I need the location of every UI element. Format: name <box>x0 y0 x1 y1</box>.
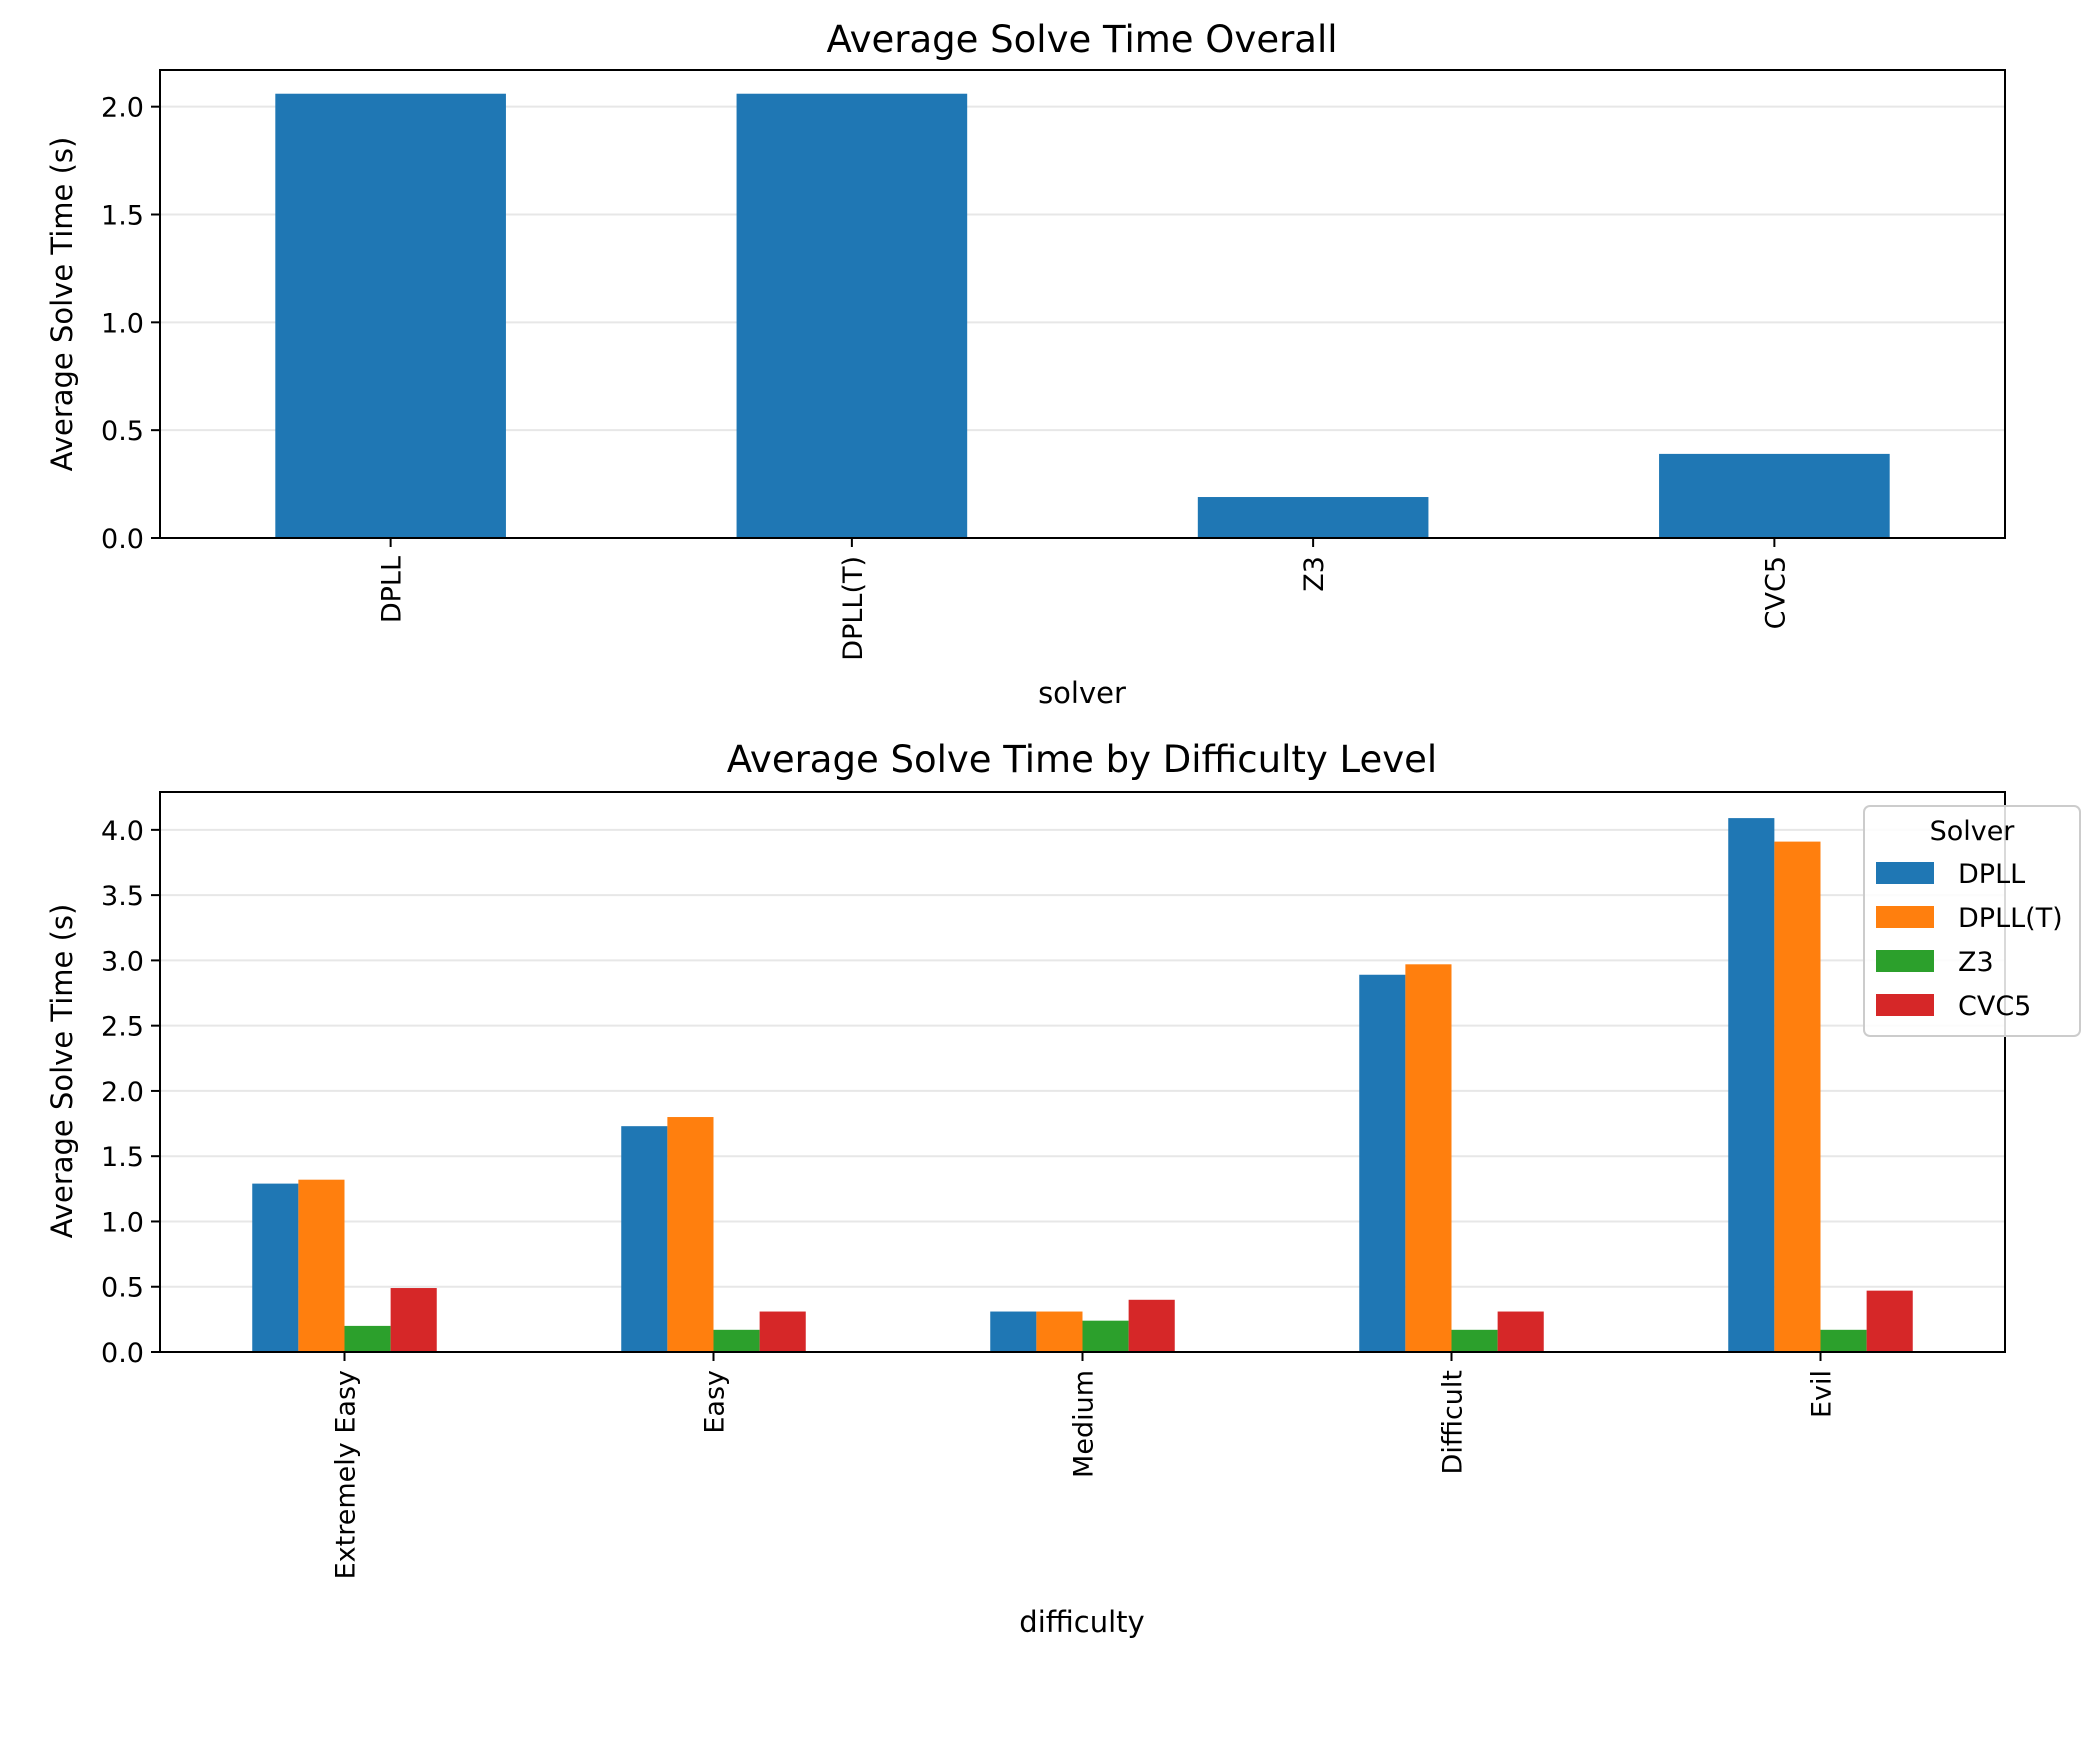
chart1-bars <box>275 93 1890 538</box>
y-tick-label: 0.0 <box>101 524 144 555</box>
y-tick-label: 1.0 <box>101 308 144 339</box>
legend-items: DPLL DPLL(T) Z3 CVC5 <box>1876 859 2063 1022</box>
y-tick-label: 1.5 <box>101 200 144 231</box>
y-tick-label: 3.0 <box>101 946 144 977</box>
y-tick-label: 2.5 <box>101 1012 144 1043</box>
x-tick-label-difficult: Difficult <box>1438 1370 1469 1474</box>
chart2-title: Average Solve Time by Difficulty Level <box>727 738 1437 781</box>
bar-dpll-t-medium <box>1036 1311 1083 1352</box>
bar-cvc5-extremely-easy <box>390 1288 437 1352</box>
y-tick-label: 2.0 <box>101 93 144 124</box>
y-tick-label: 4.0 <box>101 816 144 847</box>
bar-dpll-extremely-easy <box>252 1183 299 1352</box>
y-tick-label: 0.0 <box>101 1338 144 1369</box>
legend-swatch-dpll <box>1876 862 1934 884</box>
y-tick-label: 3.5 <box>101 881 144 912</box>
x-tick-label-easy: Easy <box>700 1370 731 1434</box>
chart-overall: 0.0 0.5 1.0 1.5 2.0 DPLL DPLL(T) Z3 CVC5 Averag… <box>45 18 2006 710</box>
bar-cvc5-easy <box>759 1311 806 1352</box>
y-tick-label: 1.5 <box>101 1142 144 1173</box>
y-tick-label: 0.5 <box>101 1273 144 1304</box>
bar-z3-extremely-easy <box>344 1325 391 1352</box>
y-tick-label: 1.0 <box>101 1207 144 1238</box>
legend-label-z3: Z3 <box>1958 947 1994 978</box>
x-tick-label-dpll: DPLL <box>377 556 408 623</box>
x-tick-label-dpll-t: DPLL(T) <box>838 556 869 661</box>
bar-z3-difficult <box>1451 1329 1498 1352</box>
chart1-y-axis-label: Average Solve Time (s) <box>45 137 79 472</box>
chart1-title: Average Solve Time Overall <box>826 18 1337 61</box>
bar-cvc5-evil <box>1866 1290 1913 1352</box>
bar-dpll-t-easy <box>667 1117 714 1352</box>
chart2-x-axis-label: difficulty <box>1019 1605 1144 1639</box>
bar-dpll-t-extremely-easy <box>298 1179 345 1352</box>
bar-dpll-evil <box>1728 818 1775 1352</box>
chart1-y-ticks: 0.0 0.5 1.0 1.5 2.0 <box>101 93 160 555</box>
legend-swatch-z3 <box>1876 950 1934 972</box>
legend-swatch-dpll-t <box>1876 906 1934 928</box>
legend-label-cvc5: CVC5 <box>1958 991 2031 1022</box>
bar-cvc5 <box>1659 453 1890 538</box>
bar-z3 <box>1197 497 1429 538</box>
bar-dpll-t-difficult <box>1405 964 1452 1352</box>
chart1-x-ticks: DPLL DPLL(T) Z3 CVC5 <box>377 538 1791 661</box>
chart-by-difficulty: 0.0 0.5 1.0 1.5 2.0 2.5 3.0 3.5 4.0 Extremely Ea… <box>45 738 2081 1639</box>
legend-label-dpll: DPLL <box>1958 859 2025 890</box>
chart1-x-axis-label: solver <box>1038 676 1126 710</box>
chart1-axes-frame <box>159 69 2006 539</box>
y-tick-label: 0.5 <box>101 416 144 447</box>
bar-z3-medium <box>1082 1320 1129 1352</box>
x-tick-label-z3: Z3 <box>1299 556 1330 592</box>
bar-cvc5-difficult <box>1497 1311 1544 1352</box>
chart2-bars <box>252 818 1913 1352</box>
legend-label-dpll-t: DPLL(T) <box>1958 903 2063 934</box>
y-tick-label: 2.0 <box>101 1077 144 1108</box>
bar-dpll-t-evil <box>1774 841 1821 1352</box>
x-tick-label-medium: Medium <box>1069 1370 1100 1478</box>
x-tick-label-cvc5: CVC5 <box>1760 556 1791 629</box>
chart2-legend: Solver DPLL DPLL(T) Z3 CVC5 <box>1863 805 2081 1037</box>
chart2-x-ticks: Extremely Easy Easy Medium Difficult Evil <box>331 1352 1838 1579</box>
x-tick-label-extremely-easy: Extremely Easy <box>331 1370 362 1579</box>
bar-dpll-medium <box>990 1311 1037 1352</box>
chart2-y-axis-label: Average Solve Time (s) <box>45 904 79 1239</box>
chart2-y-ticks: 0.0 0.5 1.0 1.5 2.0 2.5 3.0 3.5 4.0 <box>101 816 160 1369</box>
chart2-gridlines <box>160 828 2005 1353</box>
bar-dpll <box>275 93 506 538</box>
bar-z3-evil <box>1820 1329 1867 1352</box>
bar-dpll-easy <box>621 1126 668 1352</box>
bar-z3-easy <box>713 1329 760 1352</box>
legend-swatch-cvc5 <box>1876 994 1934 1016</box>
bar-dpll-t <box>736 93 968 538</box>
bar-cvc5-medium <box>1128 1299 1175 1352</box>
bar-dpll-difficult <box>1359 974 1406 1352</box>
legend-title: Solver <box>1930 816 2016 847</box>
x-tick-label-evil: Evil <box>1807 1370 1838 1418</box>
